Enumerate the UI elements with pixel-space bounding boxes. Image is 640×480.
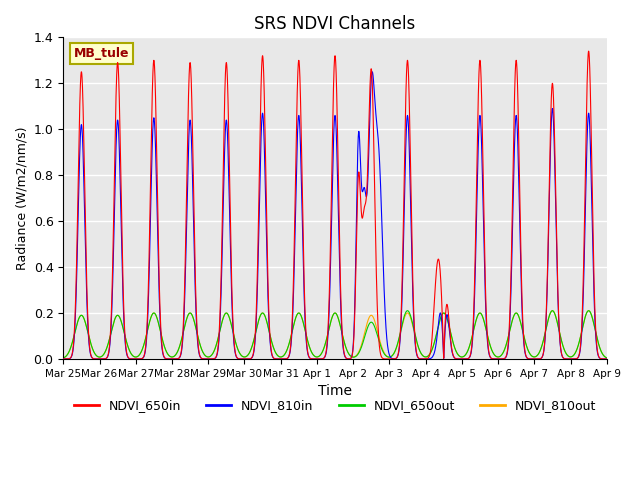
Legend: NDVI_650in, NDVI_810in, NDVI_650out, NDVI_810out: NDVI_650in, NDVI_810in, NDVI_650out, NDV… (68, 394, 601, 417)
X-axis label: Time: Time (318, 384, 352, 398)
Text: MB_tule: MB_tule (74, 47, 130, 60)
Y-axis label: Radiance (W/m2/nm/s): Radiance (W/m2/nm/s) (15, 126, 28, 270)
Title: SRS NDVI Channels: SRS NDVI Channels (254, 15, 415, 33)
